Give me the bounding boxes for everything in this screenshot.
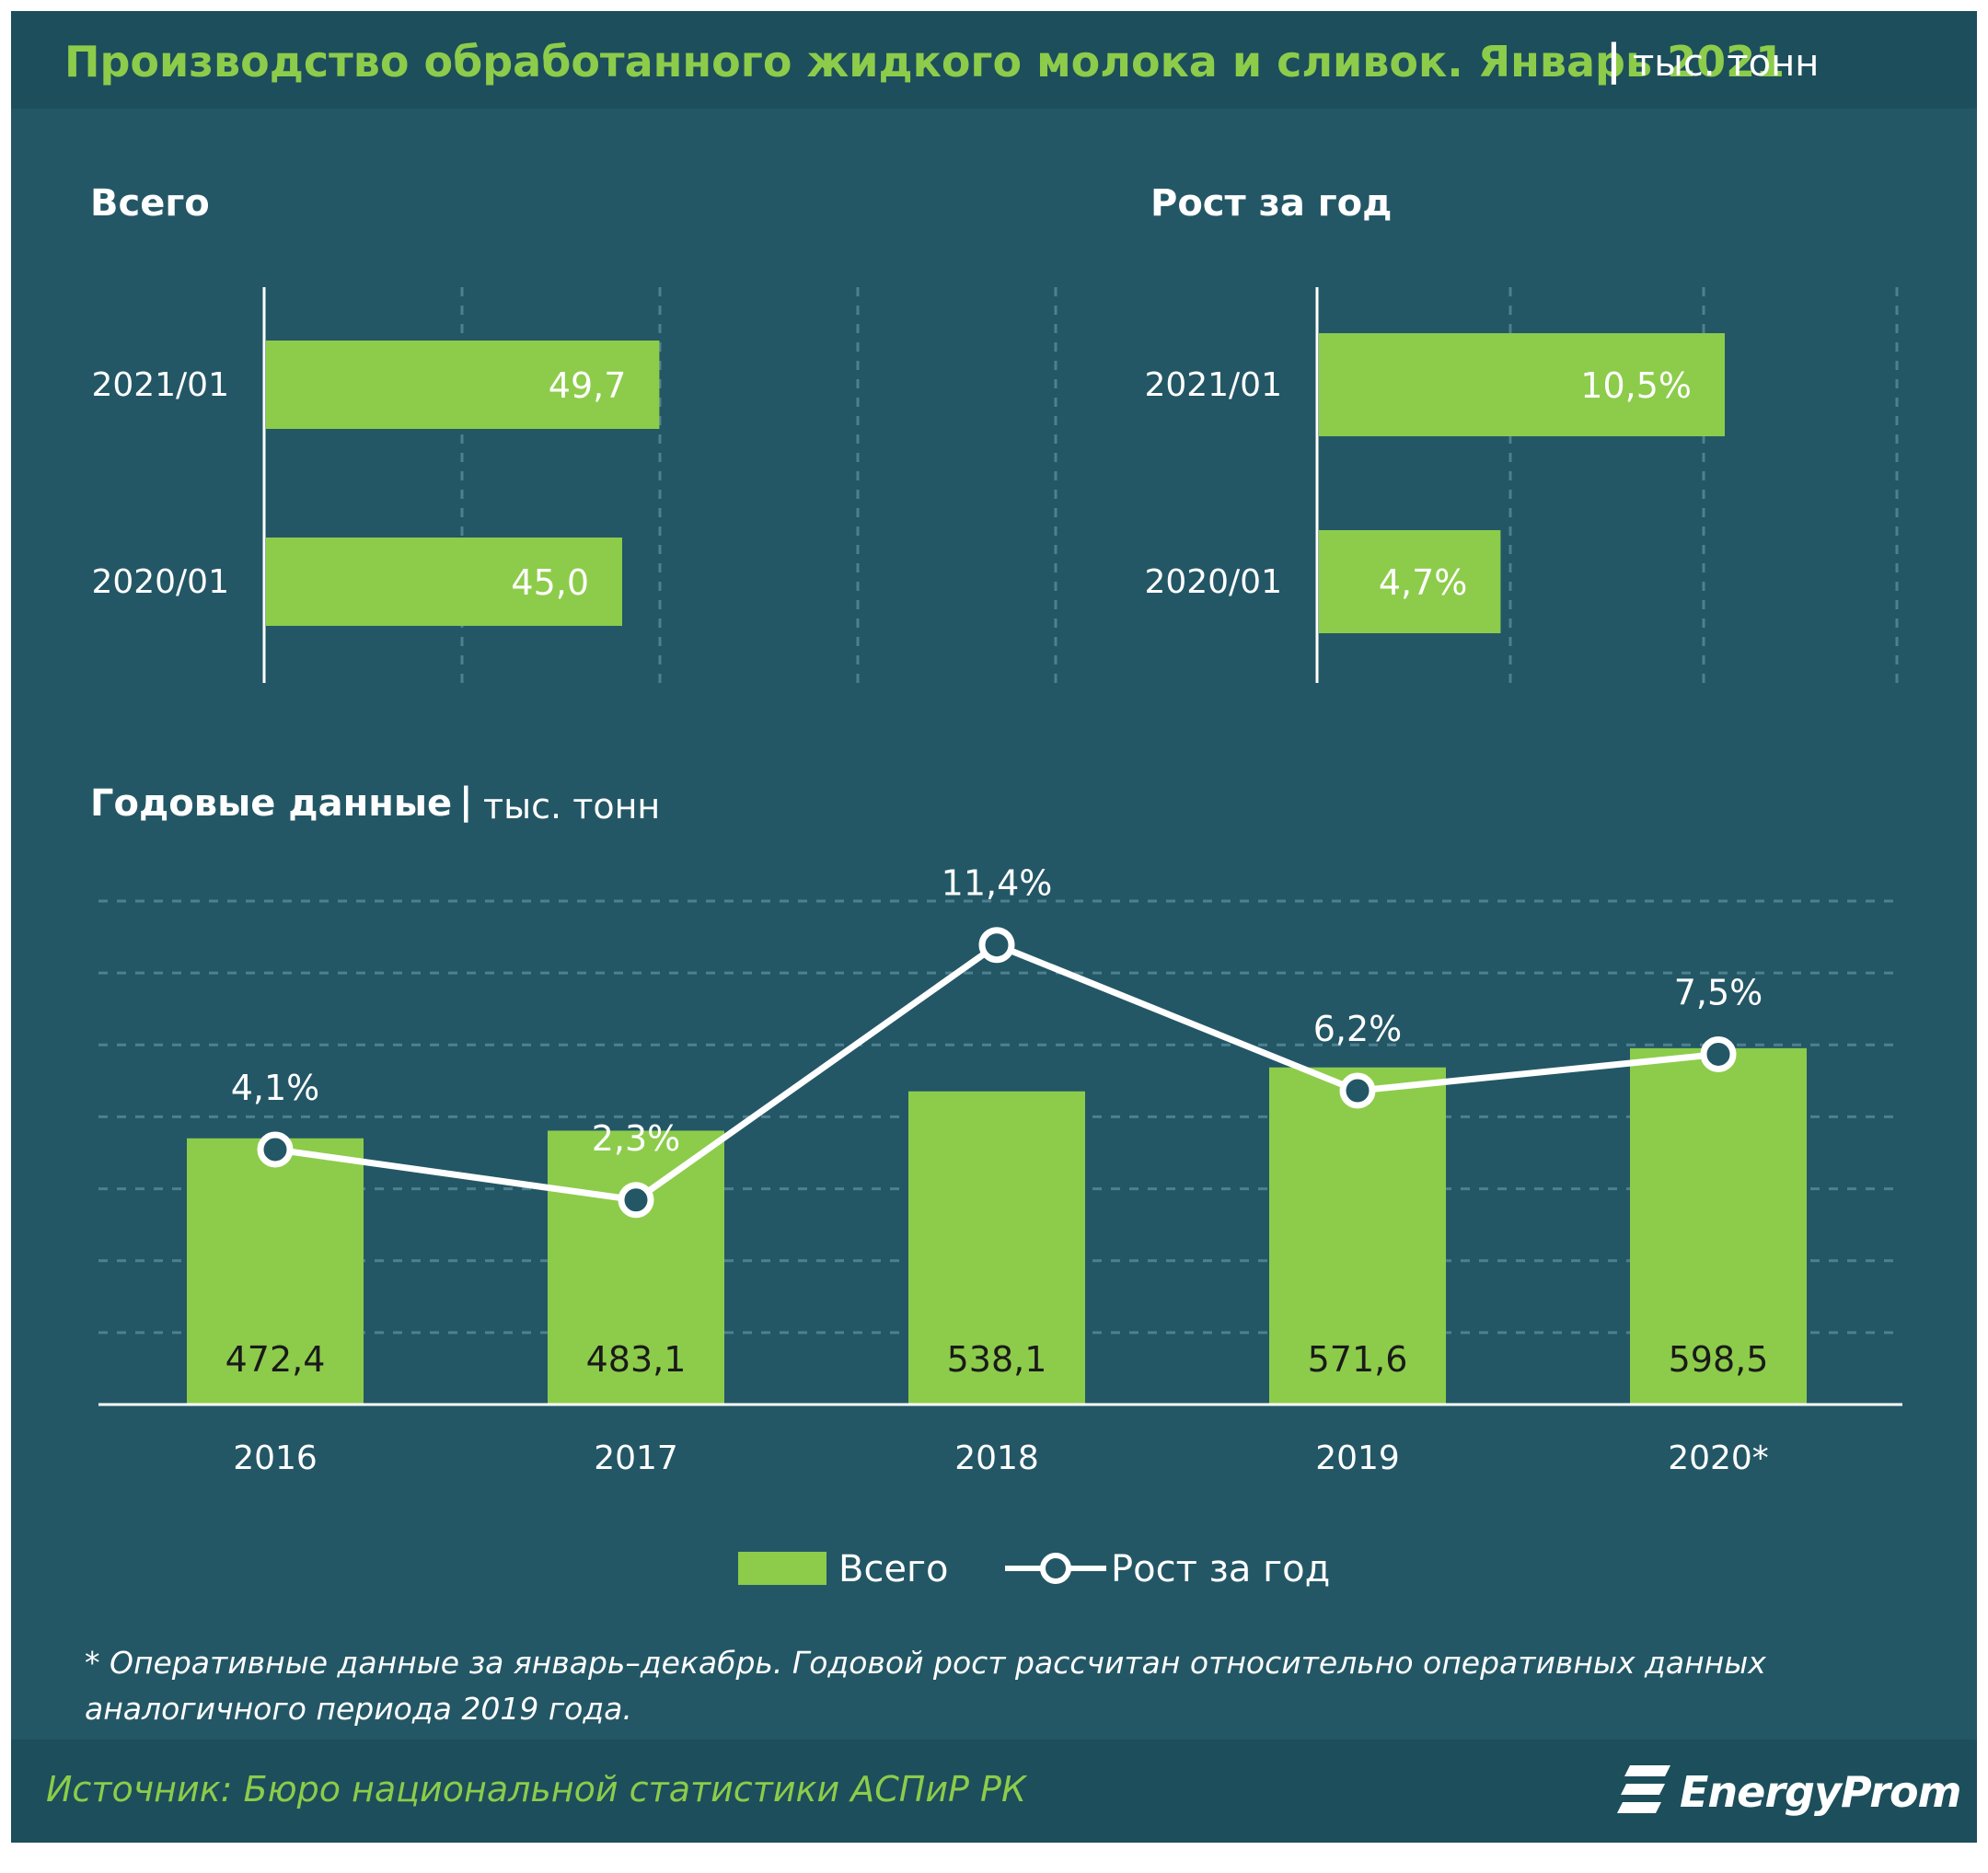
- growth-bar-chart: 10,5% 2021/01 4,7% 2020/01: [1144, 287, 1899, 683]
- bar-value-label: 483,1: [586, 1339, 687, 1380]
- energyprom-logo: EnergyProm: [1617, 1760, 1961, 1824]
- bar: [1319, 333, 1725, 436]
- category-label: 2021/01: [91, 366, 229, 404]
- growth-marker: [1700, 1035, 1737, 1072]
- page-title: Производство обработанного жидкого молок…: [64, 37, 1786, 87]
- total-panel-heading: Всего: [90, 182, 210, 225]
- growth-value-label: 11,4%: [942, 863, 1053, 904]
- annual-combo-chart: 472,4 2016 483,1 2017 538,1 2018 571,6 2019 598,…: [98, 863, 1902, 1477]
- bar-value-label: 538,1: [947, 1339, 1047, 1380]
- legend-marker-growth: [1040, 1553, 1071, 1584]
- title-unit: тыс. тонн: [1633, 42, 1820, 85]
- bar: [1319, 530, 1501, 633]
- chart-legend: Всего Рост за год: [724, 1539, 1369, 1594]
- growth-marker: [978, 927, 1015, 964]
- source-bar: Источник: Бюро национальной статистики А…: [11, 1740, 1977, 1843]
- bar-value-label: 10,5%: [1580, 365, 1692, 406]
- growth-panel-heading: Рост за год: [1150, 182, 1393, 225]
- x-tick-label: 2017: [594, 1439, 678, 1477]
- bar: [1630, 1047, 1807, 1405]
- bar-value-label: 45,0: [511, 562, 589, 603]
- bar: [548, 1130, 724, 1405]
- x-tick-label: 2016: [233, 1439, 318, 1477]
- x-tick-label: 2019: [1315, 1439, 1400, 1477]
- annual-heading-unit: тыс. тонн: [483, 786, 661, 827]
- category-label: 2021/01: [1144, 366, 1282, 404]
- growth-marker: [618, 1182, 654, 1219]
- growth-value-label: 6,2%: [1313, 1009, 1403, 1049]
- growth-marker: [257, 1131, 294, 1168]
- growth-value-label: 7,5%: [1674, 972, 1763, 1012]
- x-tick-label: 2020*: [1668, 1439, 1769, 1477]
- bar: [908, 1091, 1085, 1405]
- bar-value-label: 598,5: [1669, 1339, 1769, 1380]
- bar: [1269, 1067, 1446, 1405]
- annual-panel-heading: Годовые данные: [90, 782, 453, 825]
- infographic-frame: Производство обработанного жидкого молок…: [11, 11, 1977, 1843]
- bar-value-label: 4,7%: [1379, 562, 1468, 603]
- category-label: 2020/01: [91, 563, 229, 601]
- bar: [266, 341, 660, 429]
- bar-value-label: 472,4: [225, 1339, 326, 1380]
- title-separator: |: [1606, 35, 1622, 85]
- logo-icon: [1617, 1765, 1670, 1813]
- annual-heading-separator: |: [459, 780, 473, 823]
- legend-label-growth: Рост за год: [1111, 1548, 1331, 1590]
- legend-label-total: Всего: [838, 1548, 949, 1590]
- logo-text: EnergyProm: [1680, 1767, 1961, 1817]
- bar: [187, 1138, 364, 1405]
- footnote: * Оперативные данные за январь–декабрь. …: [85, 1645, 1766, 1727]
- x-tick-label: 2018: [954, 1439, 1039, 1477]
- total-bar-chart: 49,7 2021/01 45,0 2020/01: [91, 287, 1058, 683]
- bar-value-label: 571,6: [1308, 1339, 1408, 1380]
- source-note: Источник: Бюро национальной статистики А…: [46, 1769, 1026, 1809]
- legend-swatch-total: [738, 1552, 826, 1585]
- growth-value-label: 4,1%: [231, 1068, 320, 1108]
- bar-value-label: 49,7: [549, 365, 627, 406]
- growth-marker: [1339, 1072, 1376, 1109]
- growth-value-label: 2,3%: [592, 1118, 681, 1159]
- category-label: 2020/01: [1144, 563, 1282, 601]
- title-bar: Производство обработанного жидкого молок…: [11, 11, 1977, 109]
- bar: [266, 538, 622, 626]
